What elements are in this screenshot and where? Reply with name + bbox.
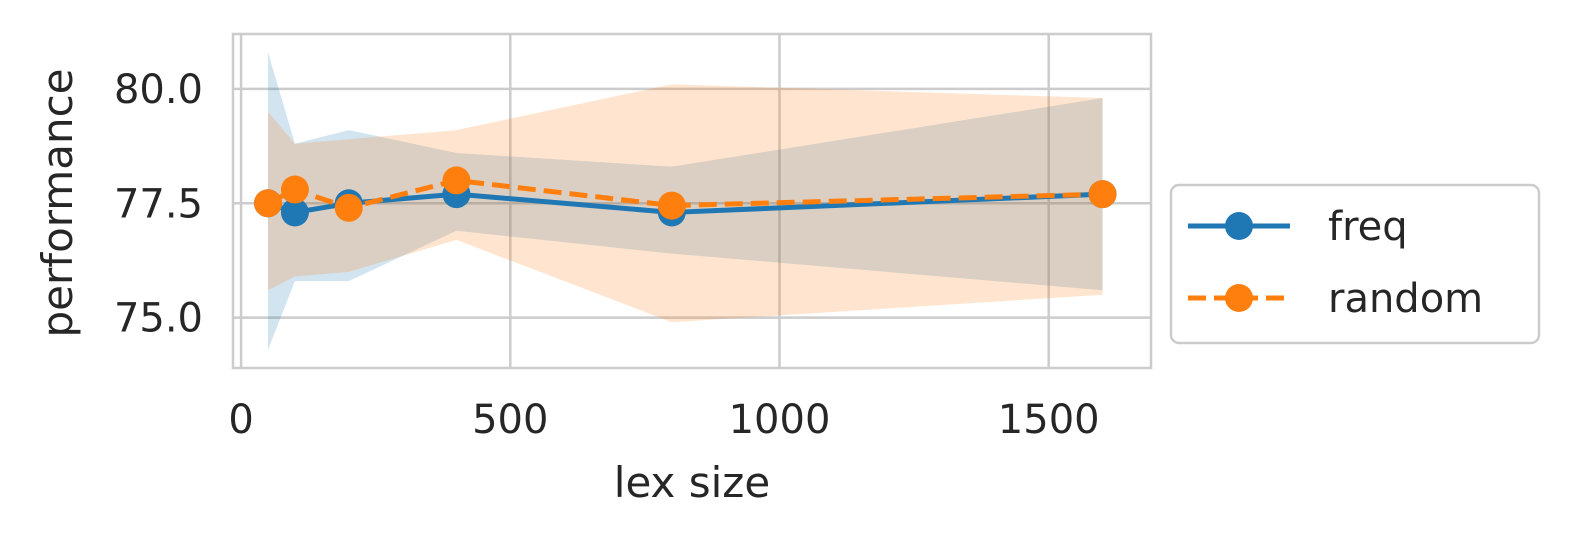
freq-data-point	[280, 198, 309, 227]
random-data-point	[442, 166, 471, 195]
x-tick-label: 500	[472, 397, 548, 443]
random-data-point	[280, 175, 309, 204]
legend-freq-label: freq	[1328, 204, 1408, 250]
x-axis-title: lex size	[614, 458, 770, 507]
grid-lines	[233, 34, 1151, 368]
freq-confidence-band	[267, 52, 1103, 350]
y-tick-labels: 75.0 77.5 80.0	[114, 67, 203, 342]
plot-frame	[231, 32, 1153, 370]
x-tick-label: 1500	[998, 397, 1100, 443]
y-tick-label: 80.0	[114, 67, 203, 113]
x-tick-labels: 0 500 1000 1500	[228, 397, 1099, 443]
legend-freq-marker	[1225, 212, 1253, 240]
random-data-point	[657, 191, 686, 220]
x-tick-label: 1000	[729, 397, 831, 443]
random-series-line	[266, 177, 1103, 211]
random-data-point	[253, 189, 282, 218]
x-tick-label: 0	[228, 397, 253, 443]
random-data-point	[1088, 180, 1117, 209]
legend-random-label: random	[1328, 276, 1483, 322]
y-tick-label: 77.5	[114, 181, 203, 227]
legend-random-marker	[1225, 284, 1253, 312]
y-tick-label: 75.0	[114, 296, 203, 342]
y-axis-title: performance	[33, 69, 82, 338]
legend: freq random	[1169, 183, 1541, 345]
random-data-point	[334, 193, 363, 222]
series-markers	[253, 166, 1117, 227]
